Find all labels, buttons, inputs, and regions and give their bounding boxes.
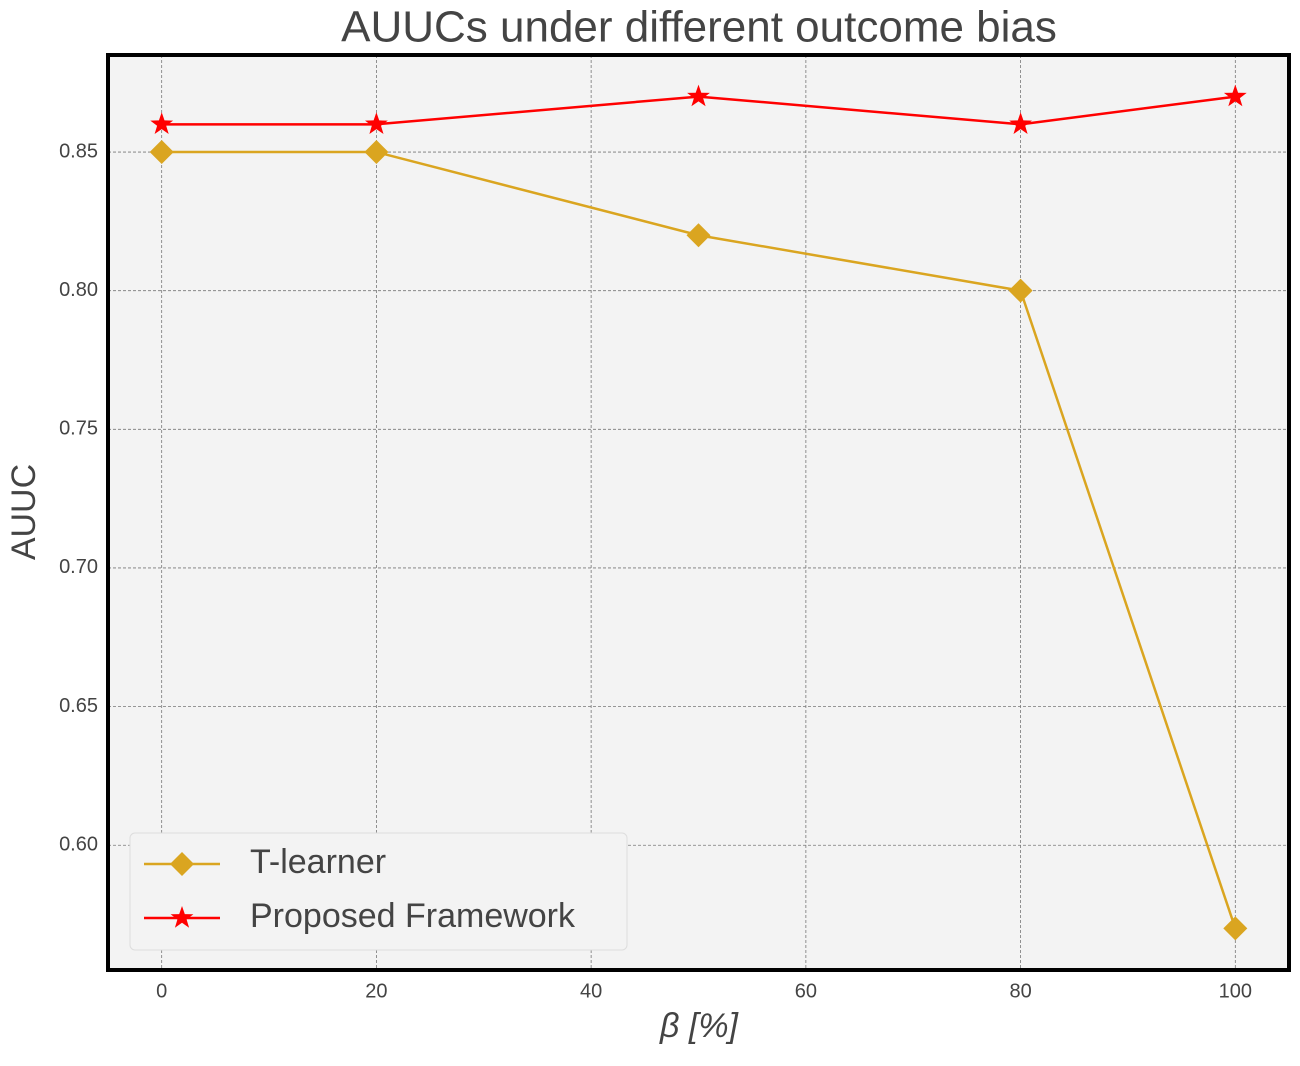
- marker: [686, 223, 711, 248]
- marker: [1008, 278, 1033, 303]
- marker: [149, 140, 174, 165]
- marker: [1009, 112, 1032, 134]
- y-tick-label: 0.60: [59, 834, 98, 856]
- y-tick-label: 0.70: [59, 556, 98, 578]
- marker: [150, 112, 174, 134]
- x-axis-label: β [%]: [659, 1007, 740, 1045]
- legend-marker: [170, 906, 194, 928]
- y-axis-label: AUUC: [5, 464, 43, 560]
- chart-title: AUUCs under different outcome bias: [341, 3, 1057, 52]
- x-tick-label: 40: [580, 980, 602, 1002]
- plot-area: [108, 55, 1289, 970]
- x-tick-label: 20: [365, 980, 387, 1002]
- y-tick-label: 0.80: [59, 279, 98, 301]
- marker: [1223, 916, 1248, 941]
- x-tick-label: 100: [1219, 980, 1252, 1002]
- x-tick-label: 0: [156, 980, 167, 1002]
- marker: [364, 140, 389, 165]
- legend-marker: [170, 852, 194, 876]
- x-tick-label: 80: [1009, 980, 1031, 1002]
- legend-label: Proposed Framework: [250, 897, 576, 935]
- x-tick-label: 60: [795, 980, 817, 1002]
- plot-frame: [106, 53, 1291, 972]
- y-tick-label: 0.65: [59, 695, 98, 717]
- marker: [1223, 84, 1247, 107]
- y-tick-label: 0.85: [59, 140, 98, 162]
- marker: [365, 112, 388, 134]
- marker: [687, 84, 710, 107]
- y-tick-label: 0.75: [59, 418, 98, 440]
- legend-box: [129, 832, 628, 951]
- legend-label: T-learner: [250, 843, 386, 881]
- legend: T-learner Proposed Framework: [129, 832, 628, 951]
